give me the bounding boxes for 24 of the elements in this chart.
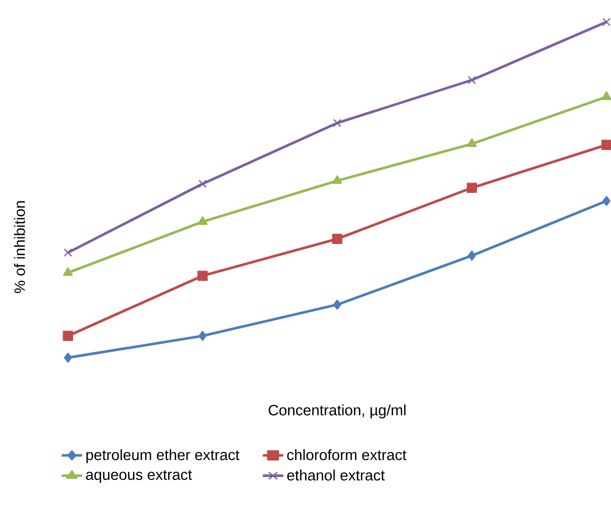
point xyxy=(198,330,207,342)
legend-label: chloroform extract xyxy=(287,449,406,460)
point xyxy=(468,76,476,84)
point xyxy=(332,234,342,244)
x-axis-title: Concentration, µg/ml xyxy=(268,404,406,419)
y-axis-title: % of inhibition xyxy=(14,201,25,294)
point xyxy=(333,119,342,128)
legend-label: ethanol extract xyxy=(287,470,385,481)
point xyxy=(64,248,72,257)
point xyxy=(466,138,477,148)
point xyxy=(63,267,73,276)
point xyxy=(602,196,610,206)
point xyxy=(333,300,342,310)
point xyxy=(332,175,342,184)
point xyxy=(62,330,74,342)
legend-label: aqueous extract xyxy=(86,470,192,484)
point xyxy=(198,216,208,226)
point xyxy=(468,250,476,261)
point xyxy=(197,270,208,282)
legend-label: petroleum ether extract xyxy=(86,449,240,464)
point xyxy=(198,180,207,188)
point xyxy=(64,352,72,364)
point xyxy=(602,18,611,26)
point xyxy=(466,182,477,194)
